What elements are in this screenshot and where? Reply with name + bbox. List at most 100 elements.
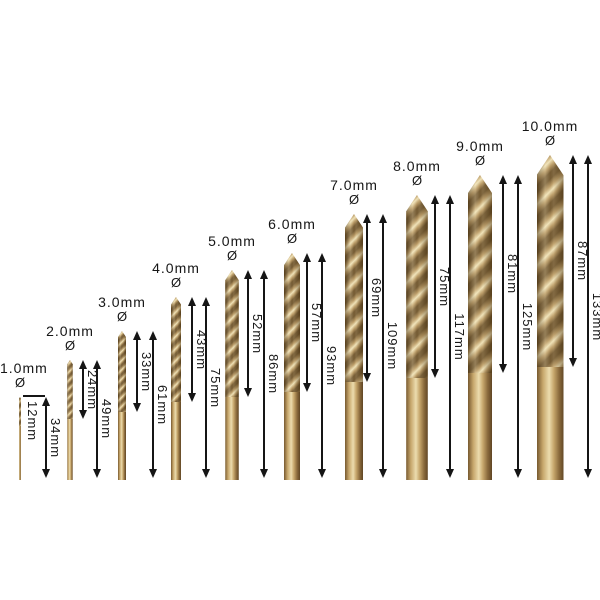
arrowhead-down-icon [446, 469, 454, 478]
diameter-symbol: Ø [226, 248, 238, 263]
bit-shank-section [225, 397, 239, 480]
arrowhead-down-icon [569, 358, 577, 367]
arrowhead-down-icon [260, 469, 268, 478]
flute-length-arrow [302, 253, 312, 392]
flute-length-label: 12mm [25, 401, 40, 442]
bit-shank-section [117, 412, 127, 480]
flute-length-label: 75mm [437, 266, 452, 307]
diameter-symbol: Ø [411, 173, 423, 188]
flute-length-label: 87mm [575, 240, 590, 282]
measure-line [366, 218, 368, 378]
bit-size-label: 3.0mm [98, 294, 146, 310]
drill-bit [467, 175, 493, 480]
drill-bit [117, 331, 127, 480]
diameter-symbol: Ø [474, 153, 486, 168]
measure-line [306, 257, 308, 388]
total-length-label: 117mm [452, 312, 467, 361]
measure-line [205, 301, 207, 474]
bit-flute-section [170, 297, 182, 402]
bit-shank-section [170, 402, 182, 480]
total-length-label: 75mm [208, 367, 223, 408]
bit-size-label: 6.0mm [268, 216, 316, 232]
diameter-symbol: Ø [170, 275, 182, 290]
bit-flute-section [344, 214, 364, 382]
total-length-label: 109mm [385, 321, 400, 371]
drill-bit [536, 155, 564, 480]
flute-length-label: 52mm [250, 313, 265, 354]
bit-flute-section [117, 331, 127, 412]
arrowhead-down-icon [584, 469, 592, 478]
total-length-arrow [583, 155, 593, 478]
flute-length-label: 81mm [505, 253, 520, 295]
arrowhead-down-icon [363, 373, 371, 382]
flute-length-label: 33mm [139, 351, 154, 392]
arrowhead-down-icon [379, 469, 387, 478]
measure-line [96, 364, 98, 474]
arrowhead-down-icon [514, 469, 522, 478]
bit-size-label: 7.0mm [330, 177, 378, 193]
flute-length-arrow [568, 155, 578, 367]
bit-size-label: 5.0mm [208, 233, 256, 249]
flute-length-label: 69mm [369, 277, 384, 319]
diameter-symbol: Ø [64, 338, 76, 353]
arrowhead-down-icon [42, 469, 50, 478]
arrowhead-down-icon [202, 469, 210, 478]
total-length-arrow [92, 360, 102, 478]
bit-shank-section [536, 367, 564, 480]
bit-flute-section [18, 397, 22, 426]
measure-line [321, 257, 323, 474]
flute-length-arrow [243, 270, 253, 397]
bit-size-label: 4.0mm [152, 260, 200, 276]
measure-line [382, 218, 384, 474]
arrowhead-down-icon [244, 388, 252, 397]
measure-line [152, 335, 154, 474]
measure-line [191, 301, 193, 398]
total-length-arrow [148, 331, 158, 478]
arrowhead-down-icon [79, 410, 87, 419]
measure-line [449, 199, 451, 474]
arrowhead-down-icon [318, 469, 326, 478]
bit-size-label: 1.0mm [0, 360, 48, 376]
bit-shank-section [18, 426, 22, 480]
drill-bit [18, 397, 22, 480]
drill-bit [283, 253, 301, 480]
drill-bit [67, 360, 73, 480]
flute-length-arrow [498, 175, 508, 373]
measure-line [136, 335, 138, 408]
measure-line [572, 159, 574, 363]
bit-shank-section [67, 419, 73, 480]
arrowhead-down-icon [188, 393, 196, 402]
flute-length-label: 57mm [309, 302, 324, 343]
total-length-arrow [201, 297, 211, 478]
measure-line [82, 364, 84, 415]
total-length-arrow [317, 253, 327, 478]
total-length-arrow [259, 270, 269, 478]
flute-length-arrow [187, 297, 197, 402]
drill-bit [170, 297, 182, 480]
flute-length-arrow [78, 360, 88, 419]
bit-size-label: 10.0mm [521, 118, 579, 134]
total-length-label: 86mm [266, 353, 281, 395]
total-length-label: 93mm [324, 345, 339, 386]
bit-shank-section [406, 378, 428, 480]
diameter-symbol: Ø [286, 231, 298, 246]
bit-size-label: 9.0mm [456, 138, 504, 154]
total-length-label: 61mm [155, 384, 170, 425]
total-length-arrow [41, 397, 51, 478]
arrowhead-down-icon [499, 364, 507, 373]
measure-line [502, 179, 504, 369]
bit-size-label: 2.0mm [46, 323, 94, 339]
bit-flute-section [536, 155, 564, 367]
drill-bit [344, 214, 364, 480]
flute-length-arrow [132, 331, 142, 412]
flute-length-arrow [430, 195, 440, 378]
total-length-label: 133mm [590, 292, 600, 341]
bit-flute-section [67, 360, 73, 419]
bit-shank-section [283, 392, 301, 480]
arrowhead-down-icon [303, 383, 311, 392]
bit-flute-section [406, 195, 428, 378]
diameter-symbol: Ø [14, 375, 26, 390]
measure-line [434, 199, 436, 374]
drill-bit [406, 195, 428, 480]
